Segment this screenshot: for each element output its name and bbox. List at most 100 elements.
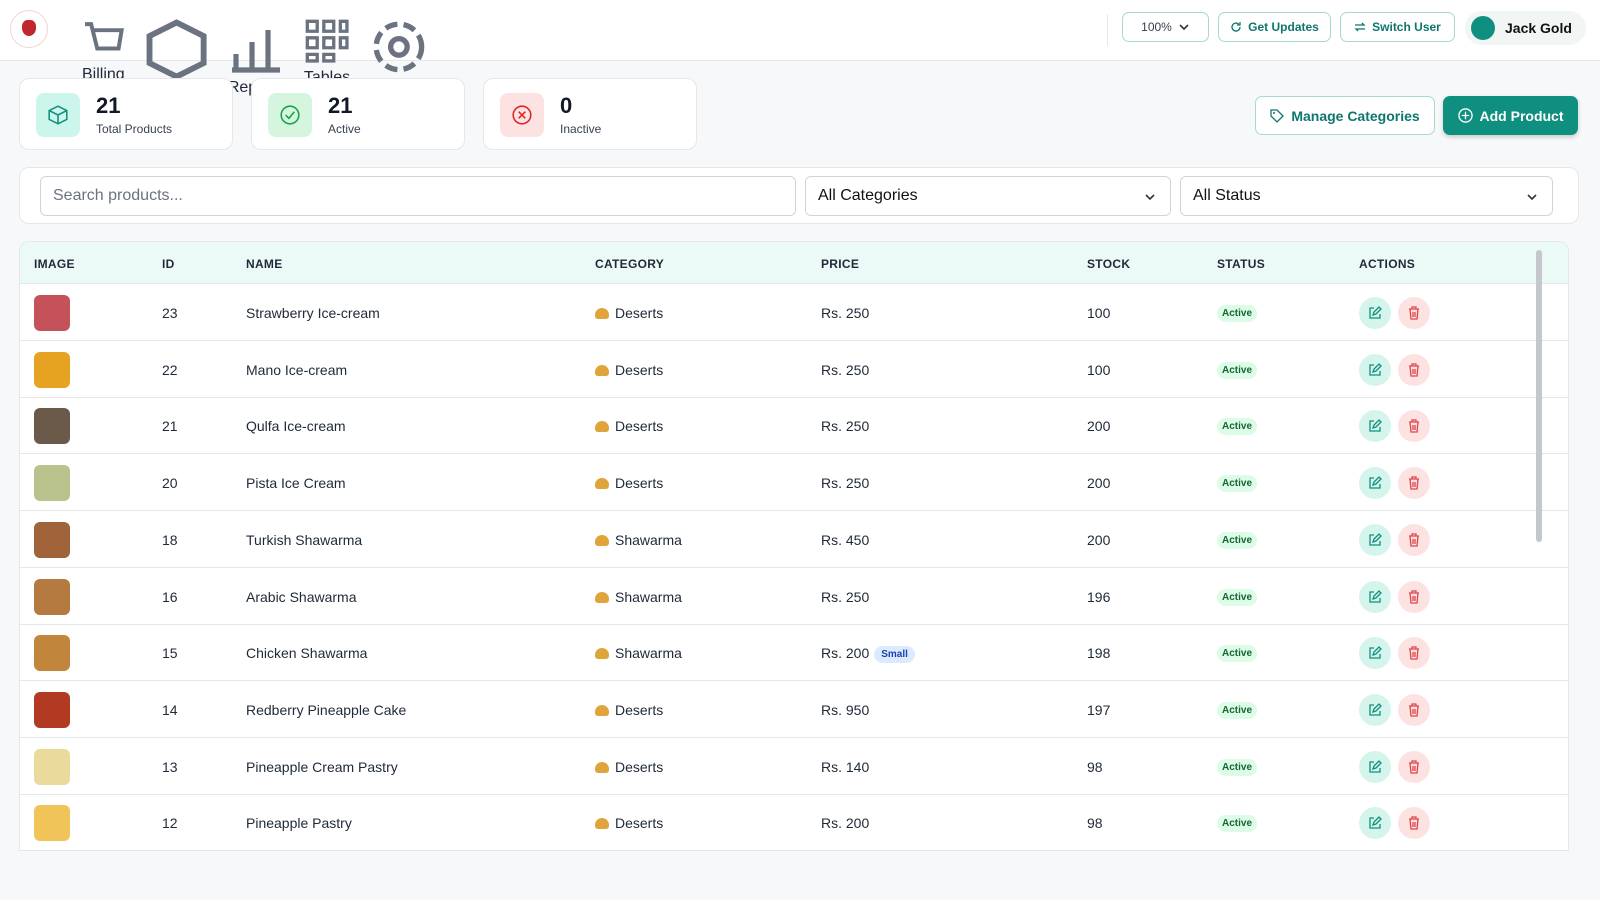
- edit-icon: [1369, 362, 1382, 376]
- product-image: [34, 691, 70, 728]
- product-name: Qulfa Ice-cream: [246, 418, 346, 435]
- category-icon: [595, 761, 609, 773]
- delete-icon: [1409, 363, 1419, 377]
- switch-user-button[interactable]: Switch User: [1340, 12, 1455, 42]
- manage-categories-button[interactable]: Manage Categories: [1255, 96, 1435, 135]
- delete-button[interactable]: [1398, 297, 1430, 329]
- price: Rs. 200: [821, 815, 870, 832]
- product-id: 12: [162, 815, 178, 832]
- delete-button[interactable]: [1398, 353, 1430, 386]
- table-row: 18 Turkish Shawarma Shawarma Rs. 450 200 Acti…: [20, 511, 1568, 568]
- search-input[interactable]: Search products...: [40, 176, 796, 216]
- nav-icon: [373, 21, 425, 73]
- delete-button[interactable]: [1398, 693, 1430, 726]
- product-price: Rs. 250: [821, 305, 869, 321]
- column-header: STOCK: [1087, 257, 1131, 271]
- edit-button[interactable]: [1359, 807, 1391, 840]
- logo[interactable]: [10, 10, 48, 48]
- nav-icon: [231, 30, 280, 73]
- product-id: 13: [162, 758, 178, 775]
- table-row: 14 Redberry Pineapple Cake Deserts Rs. 950 1…: [20, 681, 1568, 738]
- edit-button[interactable]: [1359, 410, 1391, 443]
- edit-icon: [1369, 816, 1382, 829]
- get-updates-button[interactable]: Get Updates: [1218, 12, 1331, 42]
- delete-icon: [1409, 589, 1419, 604]
- switch-icon: [1354, 22, 1366, 32]
- edit-button[interactable]: [1359, 693, 1391, 726]
- stat-icon: [36, 93, 80, 137]
- category-name: Deserts: [615, 418, 664, 435]
- value: All Categories: [818, 187, 918, 204]
- delete-button[interactable]: [1398, 807, 1430, 840]
- chevron: [1527, 194, 1537, 201]
- category-icon: [595, 534, 609, 546]
- delete-button[interactable]: [1398, 750, 1430, 783]
- edit-button[interactable]: [1359, 353, 1391, 386]
- product-stock: 100: [1087, 305, 1111, 321]
- category-name: Deserts: [615, 815, 664, 832]
- product-price: Rs. 200 Small: [821, 645, 915, 664]
- category-name: Deserts: [615, 758, 664, 775]
- status-select[interactable]: All Status: [1180, 176, 1553, 216]
- product-image: [34, 465, 70, 502]
- price: Rs. 250: [821, 588, 870, 605]
- price: Rs. 250: [821, 361, 870, 378]
- add-product-button[interactable]: Add Product: [1443, 96, 1578, 135]
- category-icon: [595, 421, 609, 433]
- price: Rs. 200: [821, 645, 870, 662]
- category-icon: [595, 648, 609, 660]
- table-row: 20 Pista Ice Cream Deserts Rs. 250 200 Active: [20, 454, 1568, 512]
- chevron: [1179, 24, 1189, 31]
- product-price: Rs. 250: [821, 475, 869, 491]
- chevron: [1145, 194, 1155, 201]
- top-bar: BillingProductsReportsTablesSettings 100…: [0, 0, 1600, 103]
- product-name: Strawberry Ice-cream: [246, 305, 380, 321]
- delete-icon: [1409, 306, 1419, 320]
- status-badge: Active: [1217, 758, 1258, 776]
- edit-button[interactable]: [1359, 523, 1391, 556]
- product-image: [34, 578, 70, 615]
- scrollbar[interactable]: [1536, 250, 1542, 542]
- delete-button[interactable]: [1398, 467, 1430, 500]
- nav-icon: [146, 19, 207, 80]
- product-price: Rs. 140: [821, 759, 869, 775]
- product-name: Arabic Shawarma: [246, 588, 357, 605]
- label: Manage Categories: [1291, 107, 1420, 124]
- edit-icon: [1369, 419, 1382, 433]
- delete-button[interactable]: [1398, 580, 1430, 613]
- category-select[interactable]: All Categories: [805, 176, 1171, 216]
- nav-icon: [85, 22, 124, 51]
- category-icon: [595, 818, 609, 830]
- edit-button[interactable]: [1359, 580, 1391, 613]
- edit-icon: [1369, 646, 1382, 659]
- table-row: 22 Mano Ice-cream Deserts Rs. 250 100 Active: [20, 341, 1568, 398]
- product-name: Chicken Shawarma: [246, 645, 368, 662]
- product-id: 18: [162, 531, 178, 548]
- price: Rs. 140: [821, 758, 870, 775]
- product-name: Mano Ice-cream: [246, 361, 348, 378]
- edit-button[interactable]: [1359, 467, 1391, 500]
- edit-button[interactable]: [1359, 750, 1391, 783]
- category-name: Deserts: [615, 305, 664, 321]
- delete-button[interactable]: [1398, 523, 1430, 556]
- edit-button[interactable]: [1359, 297, 1391, 329]
- column-header: NAME: [246, 257, 283, 271]
- product-image: [34, 521, 70, 558]
- price: Rs. 250: [821, 418, 870, 435]
- delete-button[interactable]: [1398, 410, 1430, 443]
- delete-button[interactable]: [1398, 637, 1430, 670]
- product-name: Pineapple Cream Pastry: [246, 758, 398, 775]
- label: Add Product: [1479, 107, 1564, 124]
- edit-icon: [1369, 702, 1382, 716]
- user-menu[interactable]: Jack Gold: [1465, 11, 1586, 45]
- plus-icon: [1457, 108, 1473, 123]
- product-price: Rs. 200: [821, 815, 869, 831]
- stat-value: 21: [96, 93, 121, 118]
- category-name: Shawarma: [615, 531, 682, 548]
- product-image: [34, 635, 70, 672]
- table-row: 23 Strawberry Ice-cream Deserts Rs. 250 100 A…: [20, 284, 1568, 341]
- edit-button[interactable]: [1359, 637, 1391, 670]
- product-category: Shawarma: [595, 532, 682, 548]
- zoom-select[interactable]: 100%: [1122, 12, 1209, 42]
